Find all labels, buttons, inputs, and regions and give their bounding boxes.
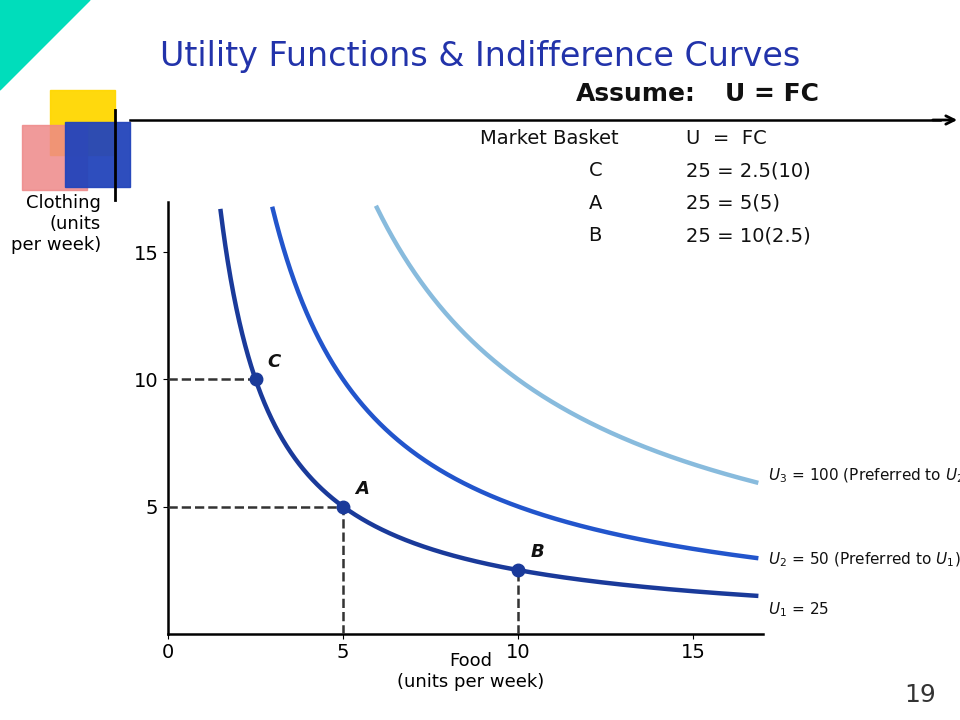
Text: U  =  FC: U = FC bbox=[686, 129, 767, 148]
Text: Clothing
(units
per week): Clothing (units per week) bbox=[11, 194, 101, 254]
Text: B: B bbox=[530, 544, 544, 562]
Text: 19: 19 bbox=[904, 683, 936, 707]
Text: 25 = 2.5(10): 25 = 2.5(10) bbox=[686, 161, 811, 181]
Text: 25 = 5(5): 25 = 5(5) bbox=[686, 194, 780, 213]
Text: 25 = 10(2.5): 25 = 10(2.5) bbox=[686, 226, 811, 246]
Text: Food
(units per week): Food (units per week) bbox=[396, 652, 544, 691]
Text: A: A bbox=[588, 194, 602, 213]
Bar bbox=[65, 122, 130, 187]
Text: U = FC: U = FC bbox=[725, 82, 819, 106]
Text: C: C bbox=[588, 161, 602, 181]
Text: Market Basket: Market Basket bbox=[480, 129, 618, 148]
Text: $\it{U}$$_3$ = 100 (Preferred to $\it{U}$$_2$): $\it{U}$$_3$ = 100 (Preferred to $\it{U}… bbox=[768, 467, 960, 485]
Bar bbox=[50, 90, 115, 155]
Text: Utility Functions & Indifference Curves: Utility Functions & Indifference Curves bbox=[160, 40, 800, 73]
Text: C: C bbox=[268, 353, 281, 371]
Polygon shape bbox=[0, 0, 90, 90]
Text: Assume:: Assume: bbox=[576, 82, 696, 106]
Text: $\it{U}$$_1$ = 25: $\it{U}$$_1$ = 25 bbox=[768, 600, 829, 619]
Bar bbox=[22, 125, 87, 190]
Text: $\it{U}$$_2$ = 50 (Preferred to $\it{U}$$_1$): $\it{U}$$_2$ = 50 (Preferred to $\it{U}$… bbox=[768, 551, 960, 570]
Text: A: A bbox=[355, 480, 370, 498]
Text: B: B bbox=[588, 226, 602, 246]
